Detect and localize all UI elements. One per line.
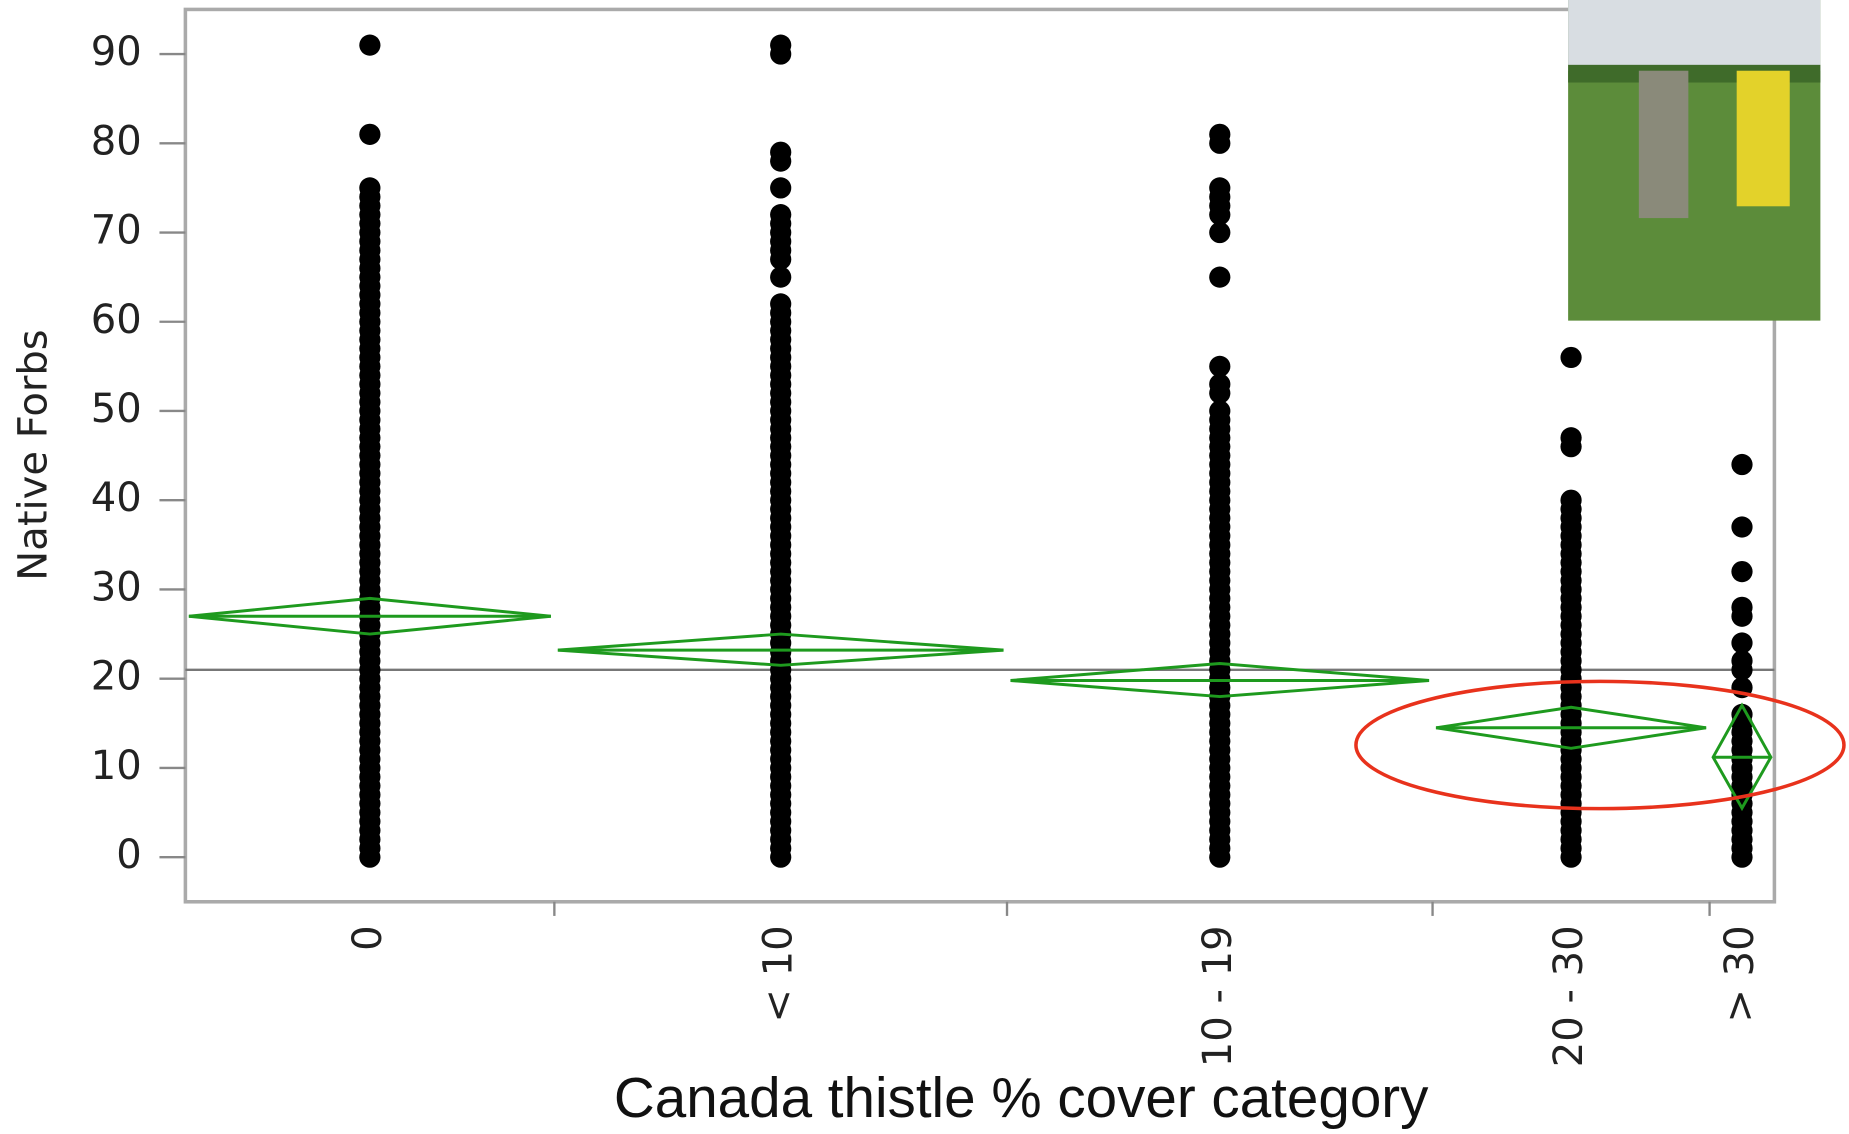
x-tick-label: 20 - 30 — [1546, 925, 1592, 1067]
data-point — [1209, 266, 1231, 288]
y-tick-label: 80 — [91, 118, 142, 164]
data-point — [1560, 427, 1582, 449]
data-point — [359, 123, 381, 145]
data-point — [1731, 650, 1753, 672]
means-diamond — [188, 596, 551, 636]
y-tick-label: 40 — [91, 475, 142, 521]
data-point — [1731, 596, 1753, 618]
photo — [1568, 0, 1821, 321]
data-point — [770, 266, 792, 288]
data-point — [1209, 221, 1231, 244]
data-point — [770, 177, 792, 199]
x-tick-label: > 30 — [1717, 925, 1763, 1022]
data-point — [770, 141, 792, 163]
data-point — [1209, 373, 1231, 395]
y-tick-label: 20 — [91, 654, 142, 700]
y-tick-label: 50 — [91, 386, 142, 432]
data-point — [770, 293, 792, 315]
data-point — [1731, 516, 1753, 538]
data-point — [770, 204, 792, 226]
x-tick-label: 0 — [345, 925, 391, 950]
plot-frame — [183, 7, 1777, 904]
x-axis-label: Canada thistle % cover category — [614, 1066, 1429, 1129]
data-point — [359, 177, 381, 199]
data-point — [1209, 400, 1231, 422]
data-point — [1209, 177, 1231, 199]
data-point — [1560, 489, 1582, 511]
y-tick-label: 10 — [91, 743, 142, 789]
data-point — [1209, 123, 1231, 145]
data-point — [1731, 703, 1753, 725]
y-tick-label: 30 — [91, 564, 142, 610]
y-tick-label: 70 — [91, 208, 142, 254]
y-tick-label: 90 — [91, 29, 142, 75]
data-point — [770, 34, 792, 56]
data-point — [359, 34, 381, 56]
data-point — [1560, 346, 1582, 369]
x-tick-label: 10 - 19 — [1195, 925, 1241, 1067]
data-point — [1731, 560, 1753, 583]
y-tick-label: 0 — [116, 832, 142, 878]
x-tick-label: < 10 — [756, 925, 802, 1022]
highlight-ellipse — [1354, 679, 1846, 811]
data-point — [1731, 453, 1753, 476]
data-point — [1209, 355, 1231, 377]
y-axis-label: Native Forbs — [11, 329, 57, 580]
data-point — [1731, 632, 1753, 654]
y-tick-label: 60 — [91, 297, 142, 343]
